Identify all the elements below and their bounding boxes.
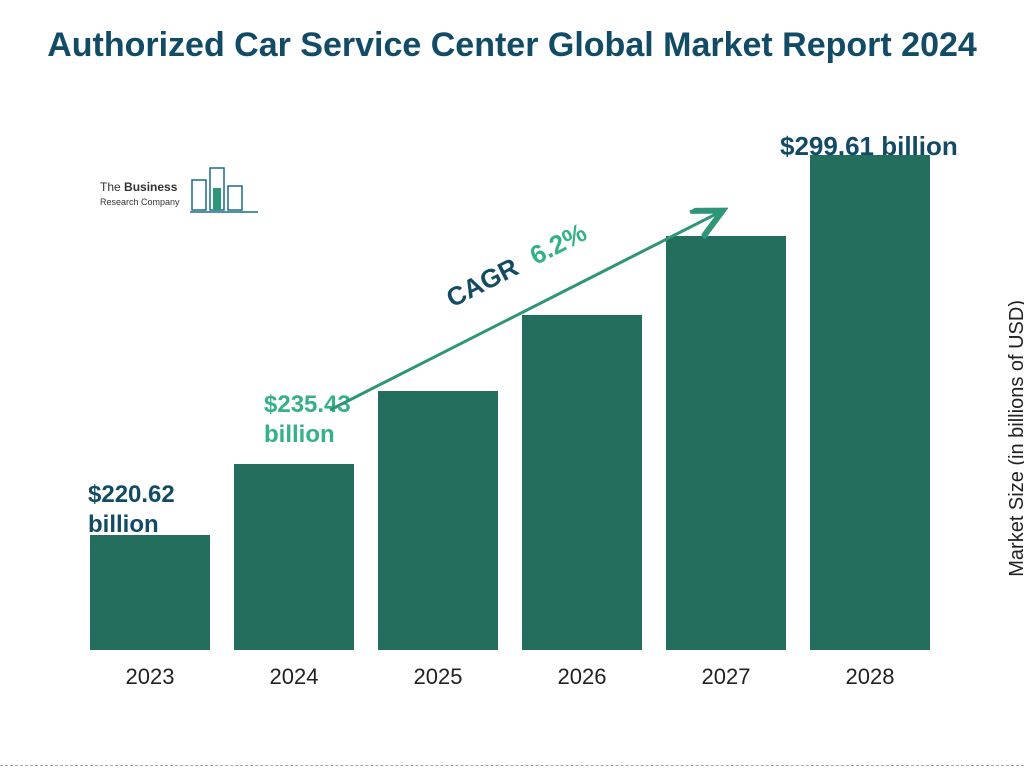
bar-2024 [234, 464, 354, 650]
bar-rect-2026 [522, 315, 642, 650]
bar-2023 [90, 535, 210, 650]
footer-divider [0, 765, 1024, 766]
bar-2028 [810, 155, 930, 650]
callout-2024: $235.43 billion [264, 390, 414, 450]
xlabel-2024: 2024 [234, 664, 354, 690]
bar-2027 [666, 236, 786, 650]
xlabel-2025: 2025 [378, 664, 498, 690]
xlabel-2026: 2026 [522, 664, 642, 690]
bars-container [90, 150, 930, 650]
x-axis-labels: 2023 2024 2025 2026 2027 2028 [90, 664, 930, 690]
bar-rect-2024 [234, 464, 354, 650]
y-axis-label: Market Size (in billions of USD) [1006, 300, 1024, 577]
xlabel-2028: 2028 [810, 664, 930, 690]
callout-2028: $299.61 billion [780, 130, 958, 163]
bar-rect-2027 [666, 236, 786, 650]
chart-title: Authorized Car Service Center Global Mar… [0, 24, 1024, 67]
bar-2026 [522, 315, 642, 650]
xlabel-2023: 2023 [90, 664, 210, 690]
bar-rect-2023 [90, 535, 210, 650]
bar-rect-2028 [810, 155, 930, 650]
chart-area: 2023 2024 2025 2026 2027 2028 [90, 150, 930, 690]
xlabel-2027: 2027 [666, 664, 786, 690]
callout-2023: $220.62 billion [88, 480, 238, 540]
